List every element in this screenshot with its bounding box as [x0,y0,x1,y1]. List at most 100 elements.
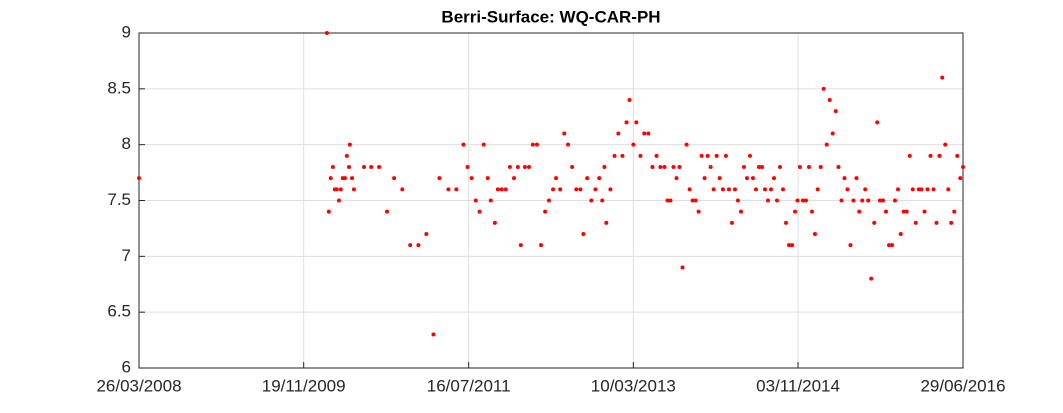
x-tick-label: 10/03/2013 [591,376,676,395]
data-point [600,198,605,203]
data-point [851,198,856,203]
data-point [753,187,758,192]
data-point [687,187,692,192]
data-point [351,187,356,192]
data-point [705,153,710,158]
data-point [527,165,532,169]
y-tick-label: 6.5 [107,302,131,321]
data-point [759,165,764,169]
data-point [883,209,888,214]
data-point [461,142,466,147]
data-point [860,198,865,203]
data-point [634,120,639,125]
y-tick-label: 8.5 [107,78,131,97]
data-point [925,187,930,192]
data-point [720,187,725,192]
data-point [416,243,421,248]
data-point [518,243,523,248]
y-tick-label: 7 [122,246,131,265]
data-point [612,153,617,158]
data-point [608,187,613,192]
data-point [574,187,579,192]
data-point [137,176,141,181]
data-point [539,243,544,248]
data-point [477,209,482,214]
data-point [515,165,520,169]
data-point [328,176,333,181]
data-point [693,198,698,203]
plot-border [138,32,964,369]
data-point [892,198,897,203]
data-point [836,165,841,169]
data-point [570,165,575,169]
data-point [668,198,673,203]
data-point [488,198,493,203]
data-point [830,131,835,136]
data-point [554,176,559,181]
data-point [958,176,963,181]
data-point [473,198,478,203]
data-point [446,187,451,192]
data-point [326,209,331,214]
data-point [772,176,777,181]
data-point [839,198,844,203]
data-point [904,209,909,214]
data-point [940,75,945,80]
data-point [674,176,679,181]
data-point [741,165,746,169]
data-point [522,165,527,169]
data-point [638,153,643,158]
data-point [827,98,832,102]
data-point [744,176,749,181]
data-point [344,153,349,158]
data-point [408,243,413,248]
data-point [680,265,685,270]
data-point [750,176,755,181]
data-point [347,165,352,169]
data-point [677,165,682,169]
data-point [546,198,551,203]
data-point [654,153,659,158]
data-point [334,187,339,192]
data-point [627,98,632,102]
data-point [624,120,629,125]
data-point [866,198,871,203]
data-point [342,176,347,181]
data-point [350,176,355,181]
data-point [503,187,508,192]
data-point [857,209,862,214]
x-tick-label: 26/03/2008 [96,376,181,395]
data-point [790,243,795,248]
data-point [684,142,689,147]
data-point [702,176,707,181]
data-point [469,176,474,181]
data-point [604,220,609,225]
data-point [943,142,948,147]
data-point [392,176,397,181]
data-point [806,165,811,169]
data-point [369,165,374,169]
data-point [485,176,490,181]
data-point [642,131,647,136]
data-point [877,198,882,203]
data-point [795,198,800,203]
data-point [756,165,761,169]
data-point [347,142,352,147]
data-point [631,142,636,147]
data-point [872,220,877,225]
data-point [928,153,933,158]
data-point [336,198,341,203]
data-point [824,142,829,147]
data-point [762,187,767,192]
data-point [578,187,583,192]
data-point [800,198,805,203]
data-point [711,187,716,192]
data-point [907,153,912,158]
x-tick-label: 16/07/2011 [427,376,511,395]
data-point [507,165,512,169]
x-tick-label: 03/11/2014 [756,376,840,395]
data-point [880,198,885,203]
data-point [895,187,900,192]
data-point [787,243,792,248]
data-point [384,209,389,214]
